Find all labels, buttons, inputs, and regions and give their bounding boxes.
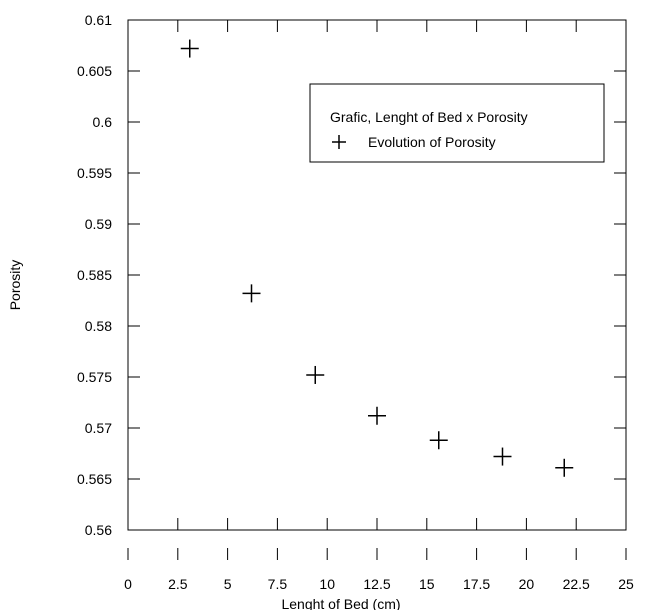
data-point <box>429 431 448 450</box>
y-tick-label: 0.595 <box>77 165 112 181</box>
x-axis-label: Lenght of Bed (cm) <box>281 596 400 610</box>
tick-labels-layer: 0 2.5 5 7.5 10 12.5 15 17.5 20 22.5 25 0.56 0.565 0.5… <box>77 12 634 592</box>
legend-title: Grafic, Lenght of Bed x Porosity <box>330 109 528 125</box>
data-point <box>493 447 512 466</box>
legend-entry-label: Evolution of Porosity <box>368 134 496 150</box>
y-tick-label: 0.59 <box>85 216 112 232</box>
data-point <box>242 284 261 303</box>
y-tick-label: 0.6 <box>93 114 113 130</box>
x-tick-label: 10 <box>319 576 335 592</box>
tick-marks-layer <box>127 19 627 560</box>
x-tick-label: 25 <box>618 576 634 592</box>
x-tick-label: 2.5 <box>168 576 188 592</box>
y-tick-label: 0.585 <box>77 267 112 283</box>
y-tick-label: 0.57 <box>85 420 112 436</box>
x-tick-label: 5 <box>224 576 232 592</box>
x-tick-label: 7.5 <box>268 576 288 592</box>
y-axis-label: Porosity <box>7 260 23 311</box>
y-tick-label: 0.575 <box>77 369 112 385</box>
y-tick-label: 0.56 <box>85 522 112 538</box>
data-points-layer <box>180 39 574 477</box>
legend-box <box>309 83 605 163</box>
y-tick-label: 0.58 <box>85 318 112 334</box>
data-point <box>306 365 325 384</box>
x-tick-label: 15 <box>419 576 435 592</box>
legend-marker-icon <box>332 135 346 149</box>
legend: Grafic, Lenght of Bed x Porosity Evoluti… <box>309 83 605 163</box>
y-tick-label: 0.605 <box>77 63 112 79</box>
data-point <box>555 458 574 477</box>
x-tick-label: 17.5 <box>463 576 490 592</box>
x-tick-label: 0 <box>124 576 132 592</box>
x-tick-label: 22.5 <box>563 576 590 592</box>
y-tick-label: 0.565 <box>77 471 112 487</box>
x-tick-label: 12.5 <box>363 576 390 592</box>
data-point <box>368 406 386 425</box>
data-point <box>180 39 199 58</box>
y-tick-label: 0.61 <box>85 12 112 28</box>
x-tick-label: 20 <box>519 576 535 592</box>
